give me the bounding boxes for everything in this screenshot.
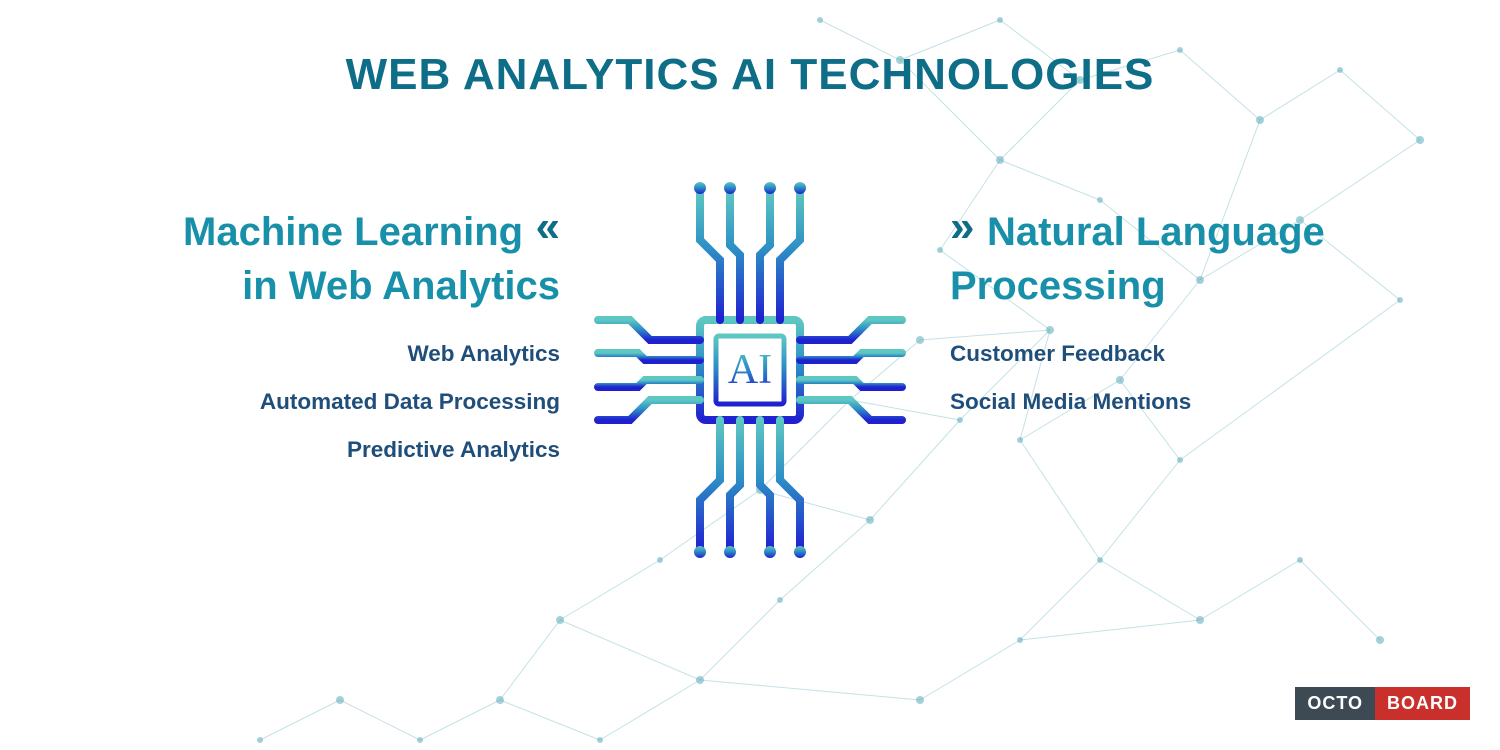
logo-left: OCTO [1295,687,1375,720]
brand-logo: OCTO BOARD [1295,687,1470,720]
right-item-1: Customer Feedback [950,341,1430,367]
left-item-1: Web Analytics [70,341,560,367]
right-item-2: Social Media Mentions [950,389,1430,415]
right-heading-line2: Processing [950,264,1166,308]
left-heading-wrap: Machine Learning « in Web Analytics [70,205,560,313]
left-heading-line1: Machine Learning [183,210,523,254]
chip-label: AI [728,347,772,393]
right-column: » Natural Language Processing Customer F… [950,205,1430,415]
left-item-2: Automated Data Processing [70,389,560,415]
left-item-3: Predictive Analytics [70,437,560,463]
right-heading-line1: Natural Language [987,210,1325,254]
right-heading-wrap: » Natural Language Processing [950,205,1430,313]
logo-right: BOARD [1375,687,1470,720]
chevron-right-icon: » [950,205,974,249]
main-title: WEB ANALYTICS AI TECHNOLOGIES [346,50,1155,100]
ai-chip-icon: AI [590,160,910,580]
left-column: Machine Learning « in Web Analytics Web … [70,205,560,463]
left-heading-line2: in Web Analytics [242,264,560,308]
chevron-left-icon: « [536,205,560,249]
